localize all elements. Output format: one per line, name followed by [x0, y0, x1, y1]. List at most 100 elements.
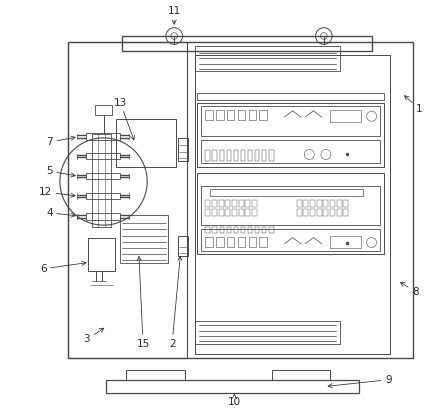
Bar: [245, 209, 250, 216]
Bar: [303, 209, 309, 216]
Bar: [219, 227, 224, 233]
Text: 3: 3: [83, 328, 104, 344]
Bar: [232, 200, 237, 207]
Bar: [195, 321, 341, 344]
Bar: [269, 150, 274, 161]
Text: 8: 8: [400, 282, 419, 296]
Bar: [252, 200, 257, 207]
Bar: [197, 173, 384, 254]
Bar: [86, 193, 120, 199]
Bar: [212, 209, 217, 216]
Text: 6: 6: [40, 261, 86, 274]
Bar: [226, 227, 231, 233]
Bar: [330, 209, 335, 216]
Bar: [317, 209, 322, 216]
Text: 13: 13: [114, 98, 135, 140]
Bar: [212, 227, 217, 233]
Text: 7: 7: [46, 136, 75, 147]
Text: 9: 9: [328, 375, 392, 388]
Bar: [216, 237, 224, 247]
Bar: [127, 370, 185, 380]
Bar: [195, 46, 341, 71]
Bar: [255, 227, 259, 233]
Bar: [68, 42, 413, 358]
Text: 15: 15: [136, 256, 150, 349]
Bar: [310, 209, 315, 216]
Bar: [241, 227, 245, 233]
Bar: [238, 110, 245, 120]
Bar: [178, 138, 187, 161]
Bar: [297, 200, 302, 207]
Bar: [269, 227, 274, 233]
Bar: [323, 200, 329, 207]
Bar: [225, 200, 230, 207]
Bar: [343, 209, 349, 216]
Bar: [310, 200, 315, 207]
Bar: [197, 93, 384, 100]
Bar: [317, 200, 322, 207]
Bar: [241, 150, 245, 161]
Bar: [323, 209, 329, 216]
Bar: [210, 189, 363, 196]
Bar: [259, 237, 267, 247]
Bar: [219, 200, 224, 207]
Bar: [86, 213, 120, 220]
Bar: [330, 236, 361, 249]
Bar: [249, 110, 256, 120]
Bar: [238, 209, 244, 216]
Bar: [95, 105, 112, 115]
Bar: [120, 215, 168, 263]
Bar: [249, 237, 256, 247]
Bar: [227, 110, 234, 120]
Bar: [206, 150, 210, 161]
Bar: [212, 150, 217, 161]
Bar: [206, 209, 210, 216]
Bar: [262, 227, 266, 233]
Bar: [238, 200, 244, 207]
Bar: [259, 110, 267, 120]
Bar: [227, 237, 234, 247]
Text: 4: 4: [46, 208, 75, 218]
Bar: [248, 150, 252, 161]
Bar: [234, 227, 238, 233]
Bar: [297, 209, 302, 216]
Bar: [201, 186, 380, 225]
Bar: [206, 237, 213, 247]
Bar: [195, 55, 390, 354]
Bar: [212, 200, 217, 207]
Bar: [303, 200, 309, 207]
Bar: [232, 209, 237, 216]
Bar: [106, 380, 359, 394]
Bar: [343, 200, 349, 207]
Bar: [206, 227, 210, 233]
Bar: [330, 110, 361, 123]
Bar: [219, 150, 224, 161]
Bar: [88, 238, 115, 271]
Bar: [216, 110, 224, 120]
Bar: [86, 133, 120, 140]
Bar: [262, 150, 266, 161]
Bar: [225, 209, 230, 216]
Text: 11: 11: [167, 6, 181, 24]
Bar: [337, 209, 342, 216]
Bar: [206, 200, 210, 207]
Bar: [206, 110, 213, 120]
Bar: [122, 36, 372, 50]
Text: 2: 2: [169, 256, 182, 349]
Bar: [252, 209, 257, 216]
Bar: [68, 42, 186, 358]
Text: 1: 1: [404, 95, 423, 114]
Bar: [201, 106, 380, 136]
Bar: [201, 229, 380, 251]
Bar: [330, 200, 335, 207]
Text: 5: 5: [46, 166, 75, 177]
Text: 10: 10: [228, 394, 241, 407]
Bar: [238, 237, 245, 247]
Bar: [272, 370, 330, 380]
Text: 12: 12: [39, 187, 75, 197]
Bar: [178, 236, 187, 256]
Bar: [234, 150, 238, 161]
Bar: [226, 150, 231, 161]
Bar: [86, 173, 120, 179]
Bar: [86, 153, 120, 159]
